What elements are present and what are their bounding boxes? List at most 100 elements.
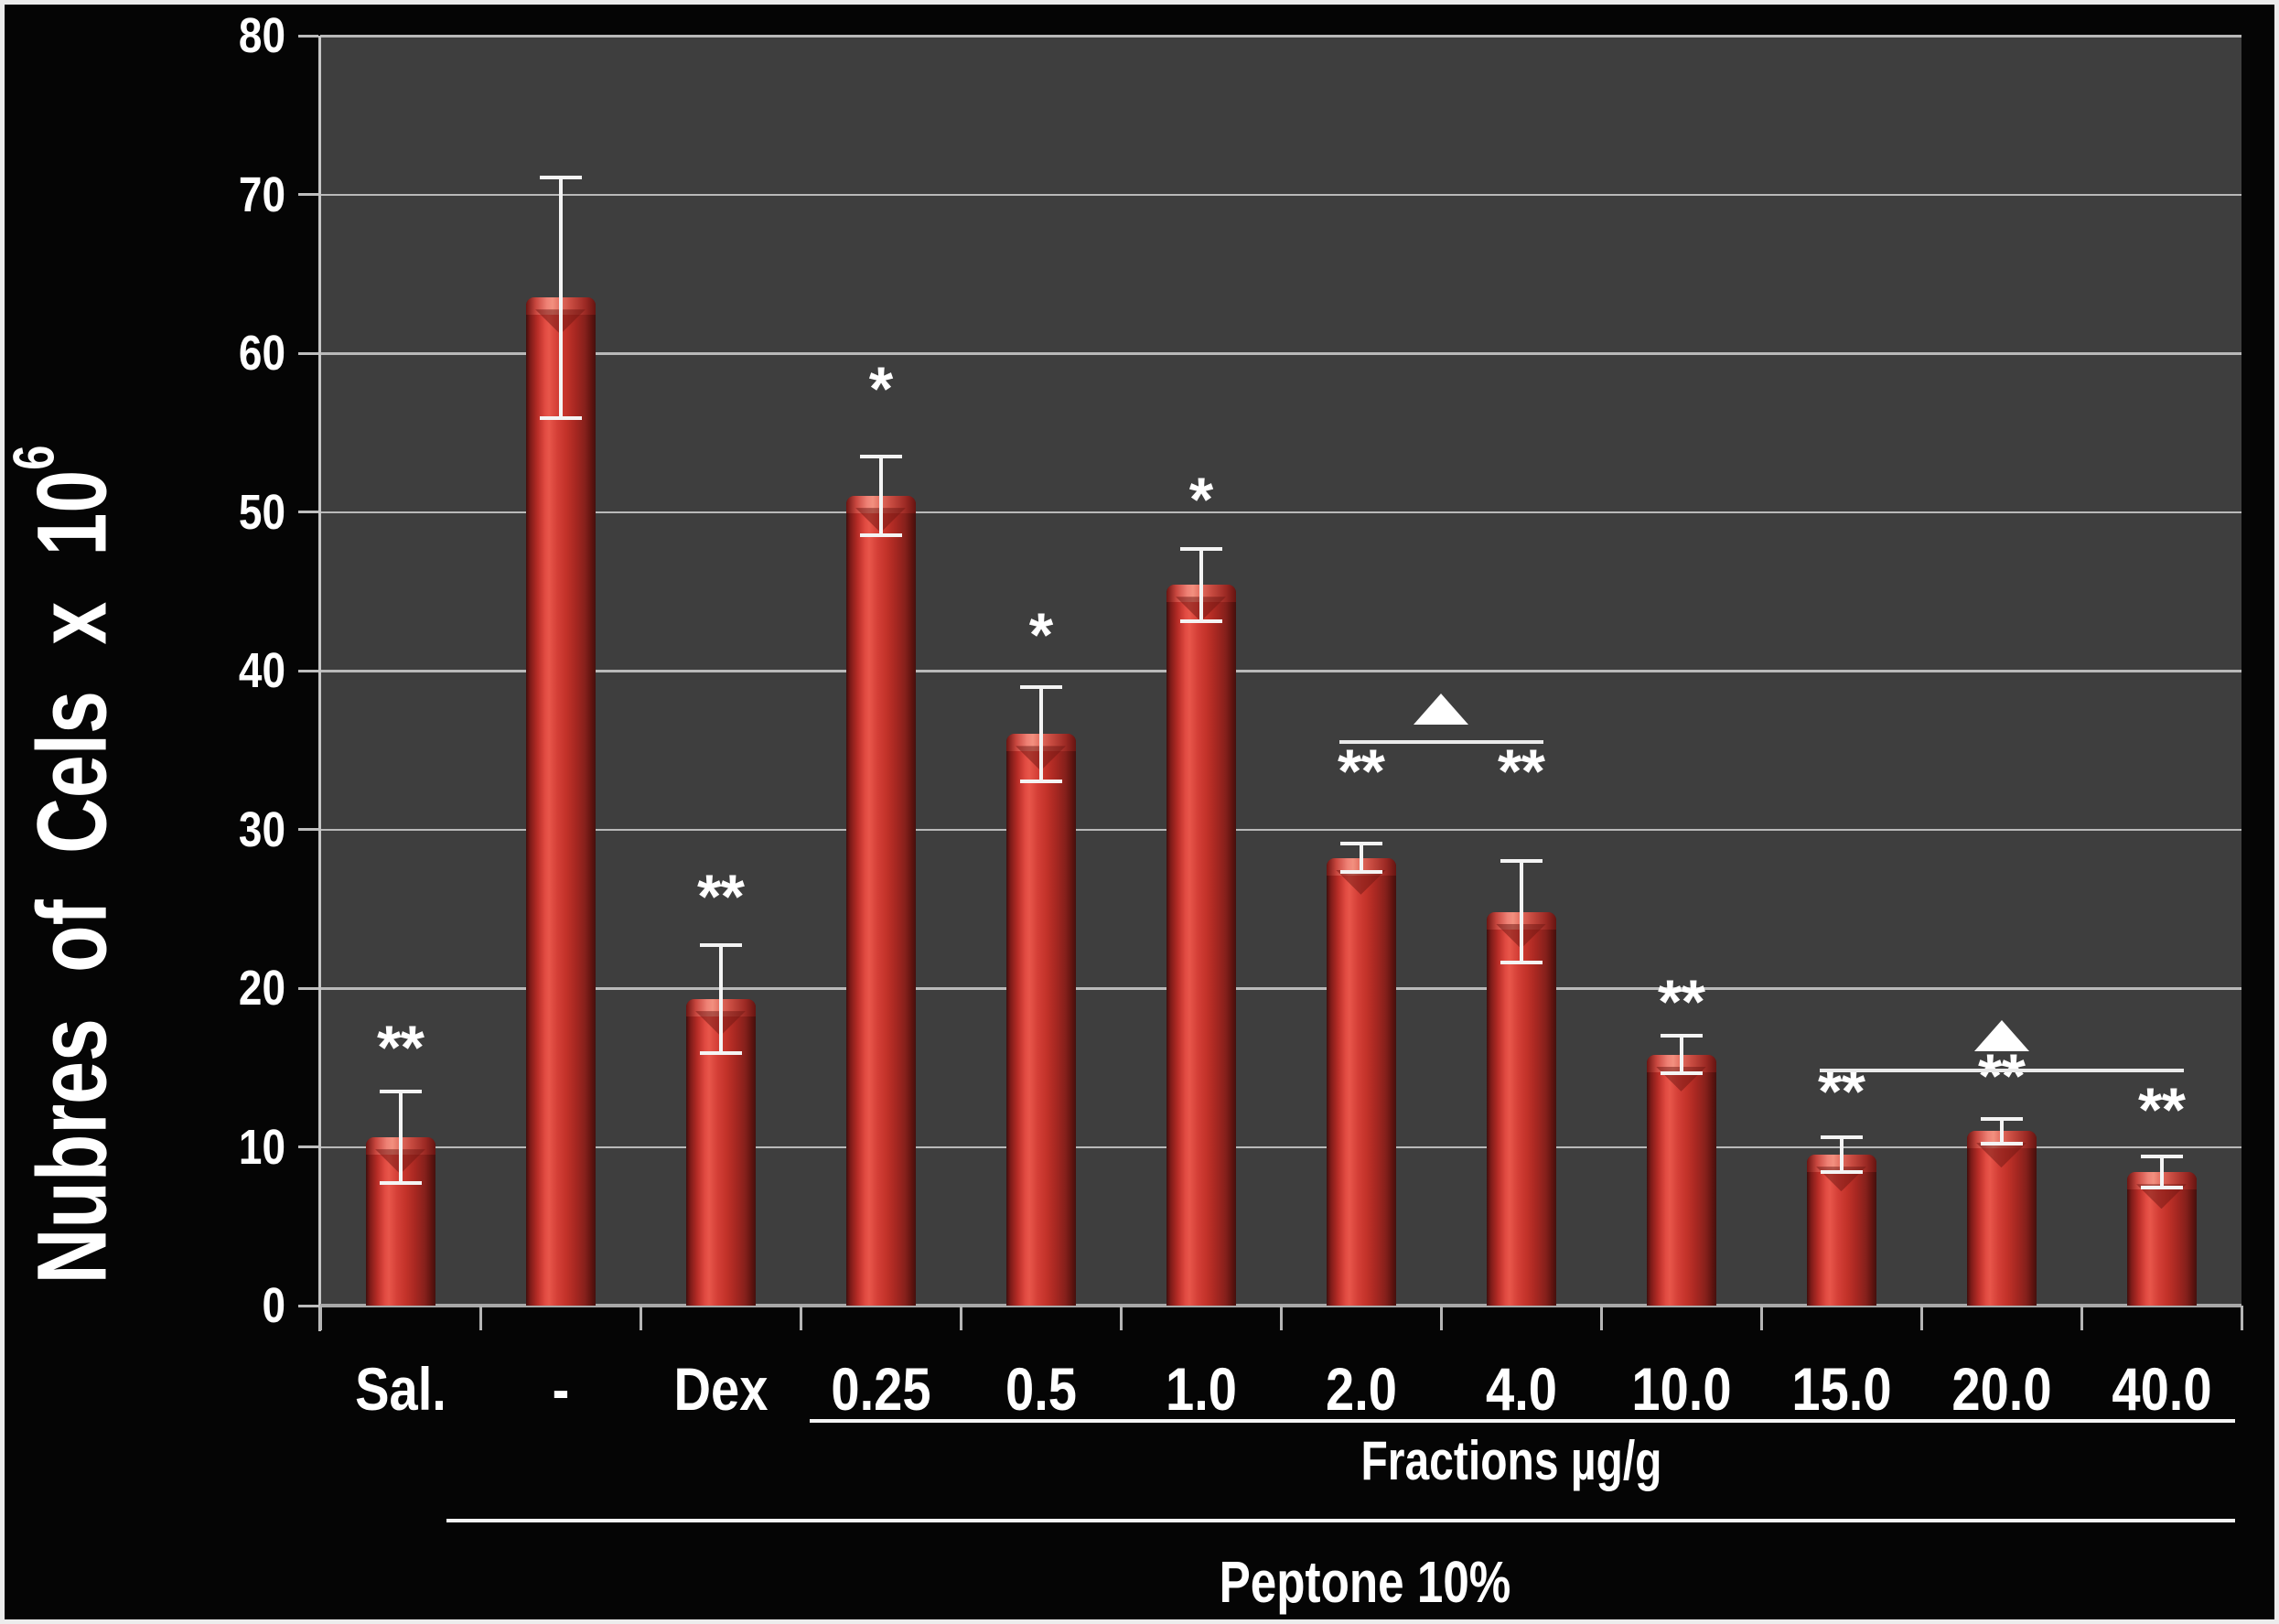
y-tick-label-60: 60: [238, 326, 285, 381]
error-bar-cap-bottom: [1500, 960, 1543, 964]
error-bar-cap-top: [1820, 1135, 1863, 1140]
x-tick-11: [2080, 1306, 2083, 1330]
x-tick-2: [640, 1306, 642, 1330]
error-bar-stem: [1519, 859, 1523, 964]
gridline-20: [320, 987, 2241, 990]
bar-2.0: [1326, 857, 1396, 1306]
bar-4.0: [1486, 911, 1556, 1306]
x-label-20.0: 20.0: [1951, 1355, 2052, 1423]
x-label-Sal.: Sal.: [354, 1355, 446, 1423]
bracket-triangle-icon-2: [1973, 1020, 2029, 1052]
error-bar-stem: [1038, 684, 1043, 784]
error-bar-stem: [1199, 546, 1203, 623]
x-tick-3: [800, 1306, 802, 1330]
error-bar-stem: [1359, 842, 1363, 875]
bar-1.0: [1166, 585, 1236, 1306]
gridline-80: [320, 35, 2241, 38]
error-bar-stem: [1839, 1135, 1844, 1174]
y-tick-0: [298, 1304, 318, 1307]
error-bar-cap-top: [379, 1090, 422, 1094]
y-tick-60: [298, 351, 318, 355]
error-bar-cap-top: [1339, 842, 1382, 846]
y-tick-label-10: 10: [238, 1119, 285, 1175]
y-tick-70: [298, 193, 318, 196]
y-tick-40: [298, 669, 318, 672]
y-axis-title-superscript: 6: [2, 445, 67, 470]
x-label-1.0: 1.0: [1165, 1355, 1237, 1423]
y-tick-label-50: 50: [238, 484, 285, 540]
error-bar-cap-top: [1500, 859, 1543, 864]
y-tick-30: [298, 828, 318, 831]
error-bar-cap-top: [2140, 1155, 2183, 1159]
peptone-underline: [446, 1519, 2235, 1522]
x-label-10.0: 10.0: [1630, 1355, 1732, 1423]
bar-0.5: [1005, 734, 1076, 1306]
x-tick-9: [1760, 1306, 1763, 1330]
y-axis-title-text: Nubres of Cels x 10: [16, 469, 127, 1285]
bracket-triangle-icon-1: [1414, 693, 1468, 725]
y-tick-label-20: 20: [238, 961, 285, 1016]
error-bar-cap-bottom: [1660, 1071, 1703, 1076]
error-bar-stem: [1679, 1034, 1683, 1076]
x-tick-6: [1280, 1306, 1283, 1330]
error-bar-stem: [558, 175, 563, 420]
error-bar-cap-top: [1019, 684, 1062, 689]
error-bar-stem: [718, 943, 723, 1055]
y-axis-line: [318, 36, 321, 1331]
y-tick-80: [298, 34, 318, 38]
significance-marker-10.0: **: [1658, 966, 1705, 1037]
error-bar-cap-bottom: [1019, 780, 1062, 784]
y-tick-label-30: 30: [238, 801, 285, 857]
x-label-2.0: 2.0: [1325, 1355, 1397, 1423]
gridline-70: [320, 193, 2241, 196]
y-tick-50: [298, 511, 318, 513]
y-tick-label-40: 40: [238, 643, 285, 698]
x-tick-12: [2241, 1306, 2243, 1330]
error-bar-cap-bottom: [699, 1050, 742, 1055]
error-bar-cap-bottom: [1179, 618, 1222, 623]
significance-marker-15.0: **: [1818, 1057, 1865, 1127]
x-tick-8: [1600, 1306, 1603, 1330]
bar-15.0: [1806, 1155, 1876, 1306]
x-tick-7: [1440, 1306, 1443, 1330]
bar-40.0: [2126, 1172, 2197, 1306]
y-tick-10: [298, 1145, 318, 1148]
significance-marker-2.0: **: [1338, 737, 1385, 807]
y-tick-20: [298, 986, 318, 990]
x-label-40.0: 40.0: [2111, 1355, 2212, 1423]
significance-marker-Dex: **: [697, 862, 745, 932]
x-label--: -: [552, 1355, 569, 1423]
fractions-label: Fractions µg/g: [1360, 1430, 1662, 1491]
significance-marker-0.5: *: [1028, 599, 1053, 670]
error-bar-cap-bottom: [1980, 1141, 2023, 1145]
x-label-4.0: 4.0: [1485, 1355, 1557, 1423]
significance-marker-4.0: **: [1498, 737, 1545, 807]
x-tick-1: [479, 1306, 482, 1330]
error-bar-cap-bottom: [1339, 870, 1382, 875]
bar--: [525, 297, 596, 1306]
error-bar-cap-top: [539, 175, 582, 179]
bar-10.0: [1646, 1054, 1716, 1306]
x-label-Dex: Dex: [673, 1355, 768, 1423]
error-bar-cap-top: [859, 455, 902, 459]
gridline-60: [320, 352, 2241, 355]
x-tick-10: [1920, 1306, 1923, 1330]
error-bar-stem: [2159, 1155, 2164, 1190]
significance-marker-0.25: *: [868, 354, 893, 425]
bar-cap-notch: [1976, 1143, 2026, 1168]
significance-marker-Sal.: **: [377, 1013, 425, 1083]
error-bar-cap-bottom: [1820, 1169, 1863, 1174]
bracket-line-1: [1338, 740, 1543, 745]
x-label-0.5: 0.5: [1005, 1355, 1077, 1423]
peptone-label: Peptone 10%: [1219, 1549, 1511, 1615]
bar-0.25: [845, 496, 916, 1306]
significance-marker-1.0: *: [1188, 465, 1213, 535]
x-tick-4: [960, 1306, 962, 1330]
y-axis-title: Nubres of Cels x 106: [2, 446, 129, 1285]
x-label-0.25: 0.25: [830, 1355, 931, 1423]
x-tick-5: [1120, 1306, 1123, 1330]
error-bar-cap-bottom: [2140, 1186, 2183, 1190]
gridline-10: [320, 1145, 2241, 1148]
bracket-line-2: [1819, 1069, 2184, 1073]
